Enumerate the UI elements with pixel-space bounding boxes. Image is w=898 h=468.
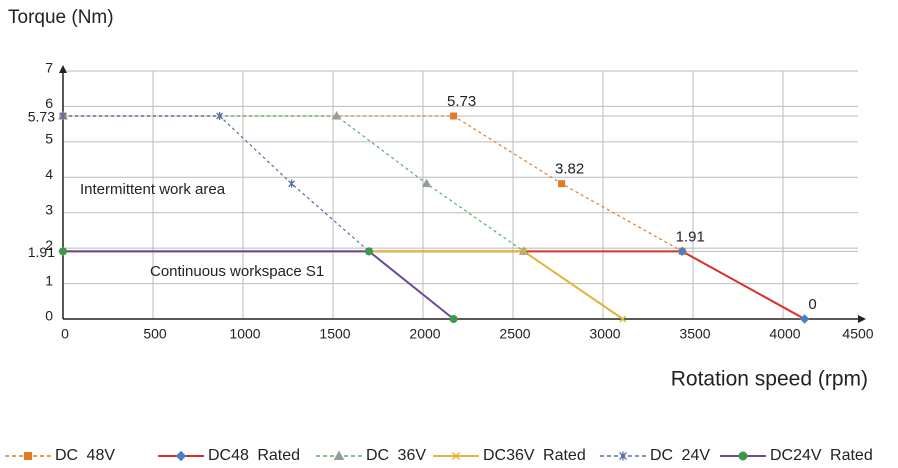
series-line — [63, 115, 525, 252]
marker — [619, 451, 627, 461]
y-tick-label: 7 — [45, 60, 53, 76]
marker — [558, 180, 566, 188]
series-line — [63, 250, 624, 320]
marker — [365, 247, 373, 256]
x-axis-title: Rotation speed (rpm) — [671, 368, 868, 391]
x-tick-label: 4500 — [842, 326, 873, 342]
y-tick-label: 6 — [45, 95, 53, 111]
x-axis-arrow — [858, 315, 866, 323]
marker — [59, 247, 67, 256]
legend-label: DC36V Rated — [483, 447, 586, 464]
x-tick-label: 2500 — [499, 326, 530, 342]
y-tick-label: 3 — [45, 201, 53, 217]
series-line — [63, 115, 370, 252]
x-tick-label: 4000 — [769, 326, 800, 342]
series-line — [63, 250, 455, 320]
marker — [175, 450, 187, 462]
marker — [520, 247, 528, 255]
y-tick-label: 0 — [45, 308, 53, 324]
y-axis-arrow — [59, 65, 67, 73]
marker — [333, 450, 345, 460]
y-tick-label: 5 — [45, 131, 53, 147]
annotation: Intermittent work area — [80, 181, 226, 198]
legend-label: DC48 Rated — [208, 447, 300, 464]
x-tick-label: 1000 — [229, 326, 260, 342]
y-tick-label: 1 — [45, 272, 53, 288]
x-tick-label: 500 — [143, 326, 167, 342]
x-tick-label: 3500 — [679, 326, 710, 342]
y-axis-title: Torque (Nm) — [8, 7, 114, 28]
marker — [677, 246, 687, 257]
marker — [619, 315, 627, 323]
marker — [216, 111, 224, 120]
marker — [799, 314, 810, 324]
y-tick-label: 4 — [45, 166, 53, 182]
marker — [421, 178, 432, 188]
legend-label: DC 36V — [366, 447, 426, 464]
data-label: 0 — [808, 296, 816, 313]
marker — [24, 452, 32, 460]
y-tick-label: 5.73 — [28, 109, 55, 125]
data-label: 5.73 — [447, 93, 476, 110]
data-label: 1.91 — [676, 228, 705, 245]
marker — [738, 451, 748, 461]
marker — [451, 451, 461, 461]
marker — [288, 179, 296, 188]
marker — [449, 315, 458, 323]
marker — [59, 111, 67, 120]
legend-label: DC 24V — [650, 447, 710, 464]
x-tick-label: 3000 — [589, 326, 620, 342]
legend-label: DC 48V — [55, 447, 115, 464]
annotation: Continuous workspace S1 — [150, 263, 324, 280]
legend-label: DC24V Rated — [770, 447, 873, 464]
x-tick-label: 1500 — [319, 326, 350, 342]
y-tick-label: 2 — [45, 237, 53, 253]
x-tick-label: 0 — [61, 326, 69, 342]
y-tick-label: 1.91 — [28, 244, 55, 260]
marker — [331, 110, 342, 120]
x-tick-label: 2000 — [409, 326, 440, 342]
marker — [450, 112, 458, 120]
data-label: 3.82 — [555, 161, 584, 178]
